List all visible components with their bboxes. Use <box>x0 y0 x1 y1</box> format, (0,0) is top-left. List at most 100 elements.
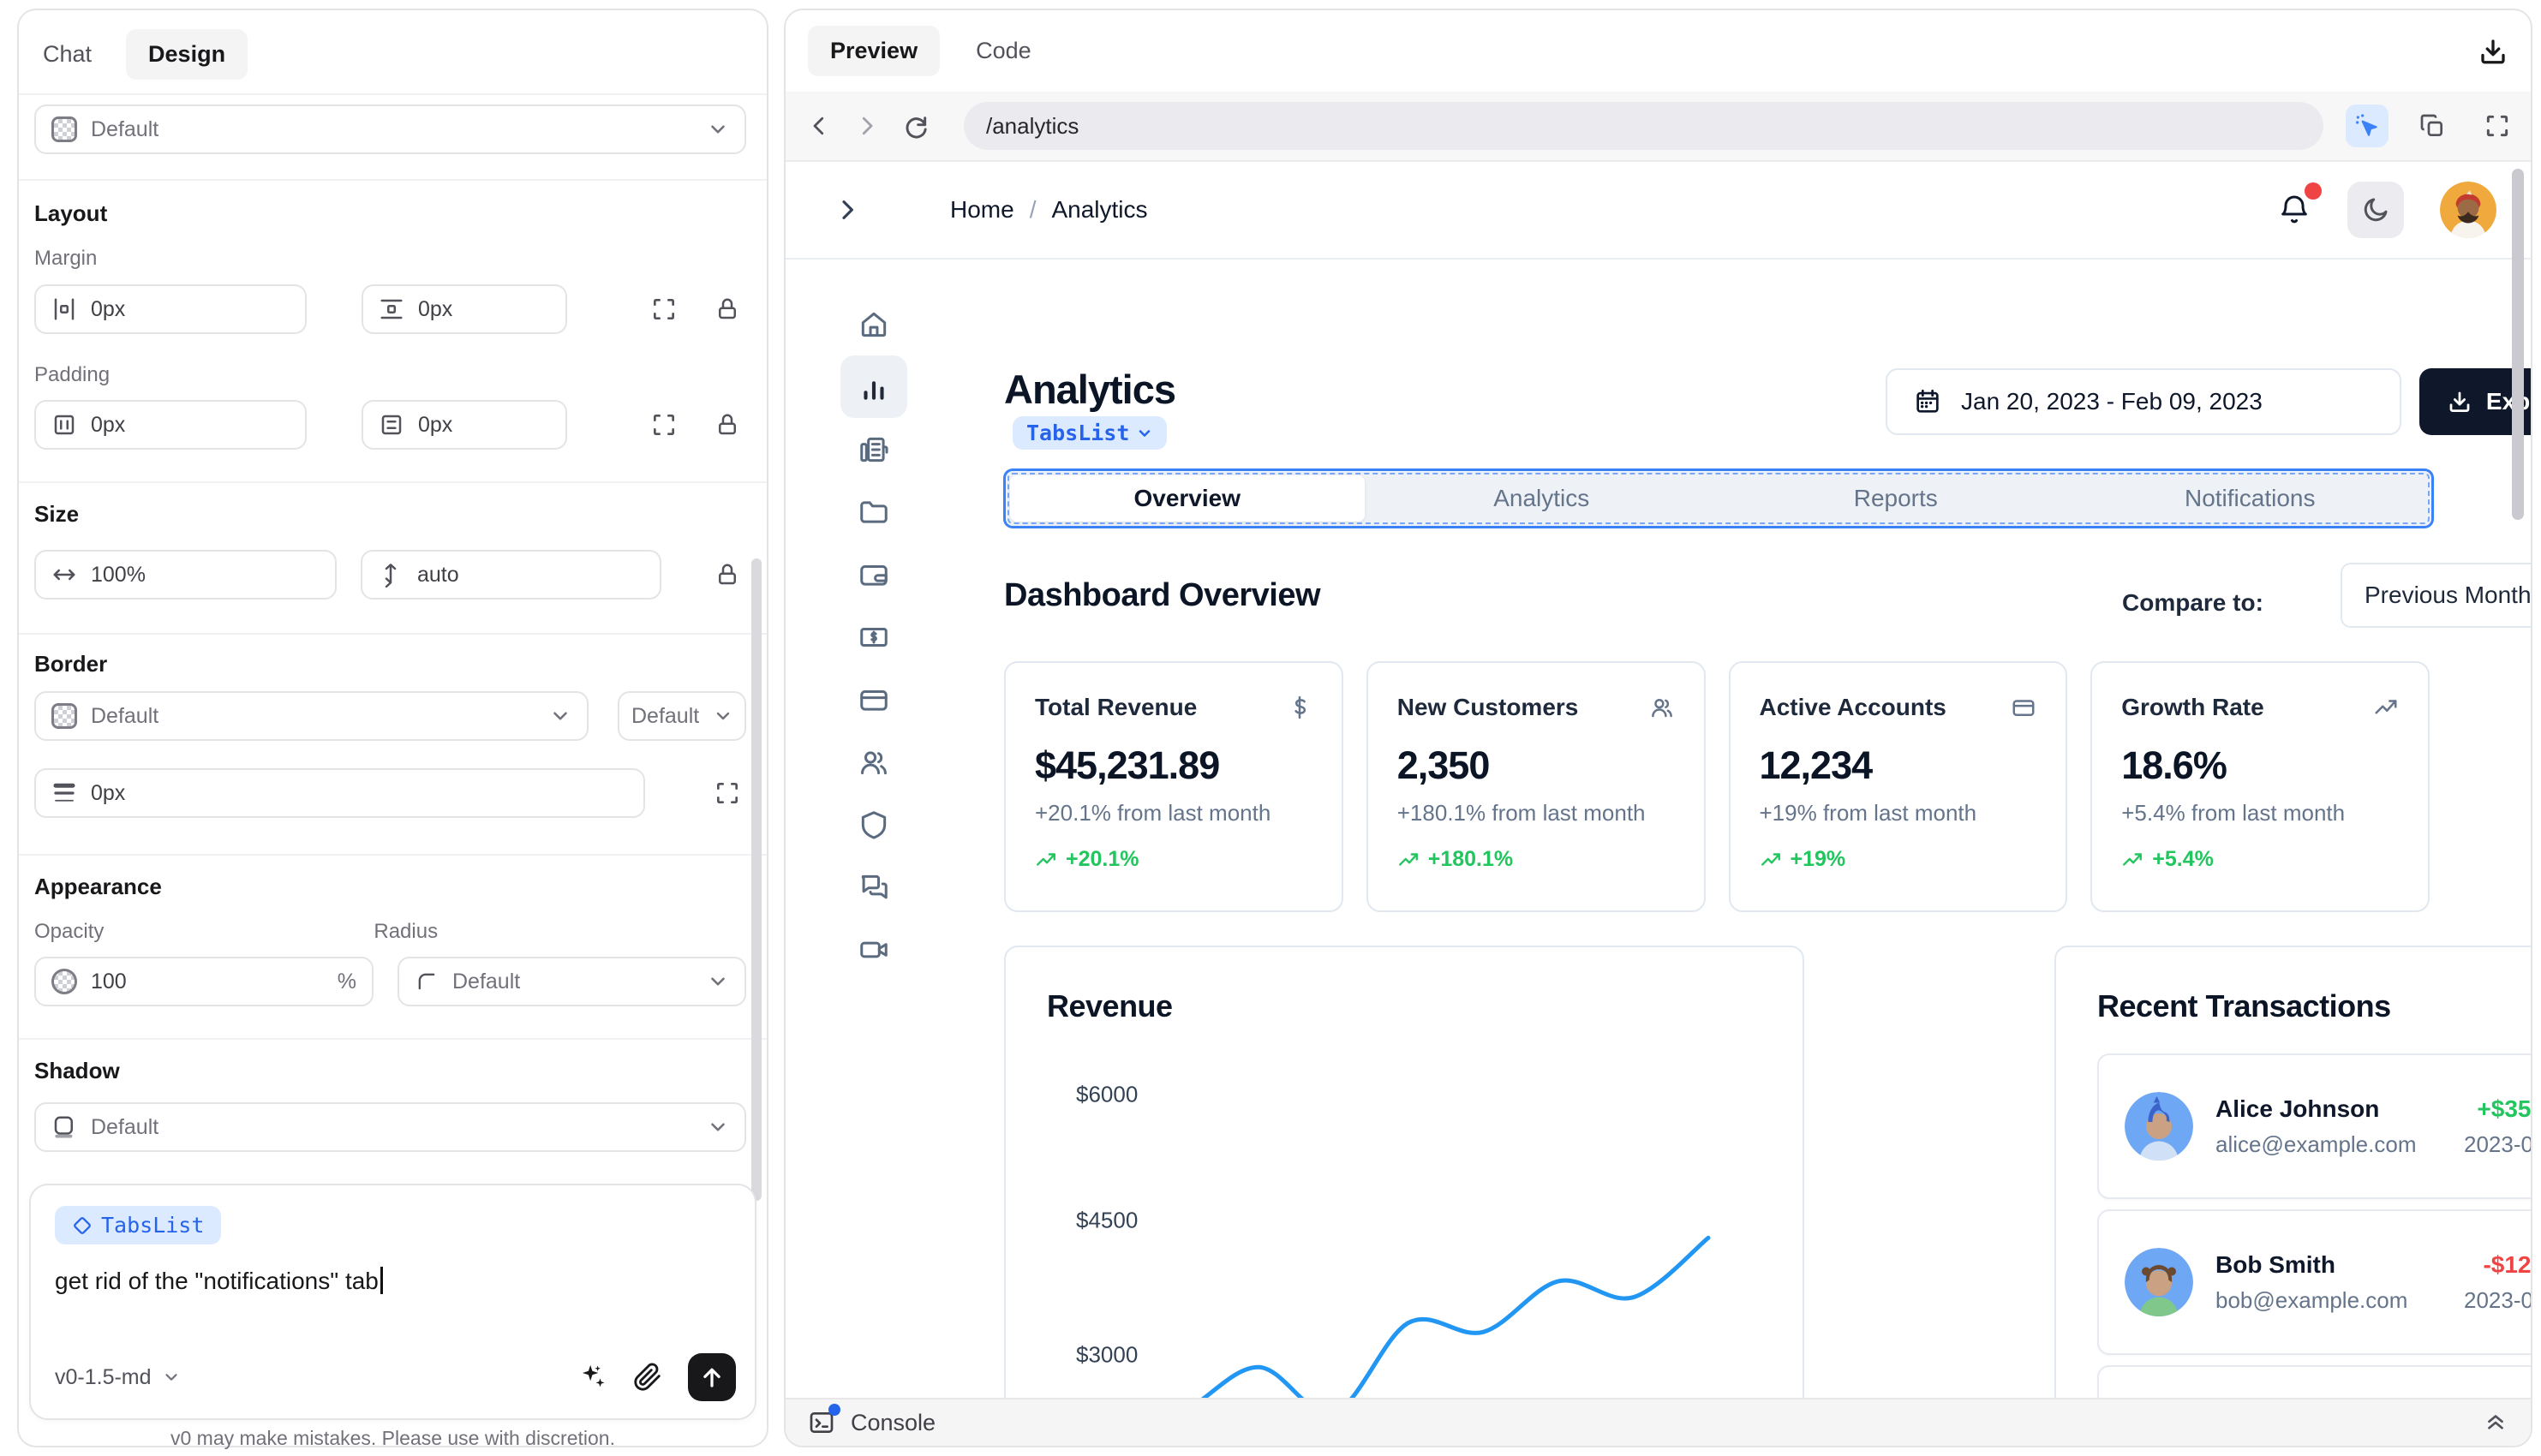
arrow-up-icon <box>703 1368 720 1387</box>
margin-horizontal-input[interactable]: 0px <box>34 284 307 334</box>
sidebar-item-reports[interactable] <box>840 418 907 480</box>
tab-overview[interactable]: Overview <box>1010 475 1365 522</box>
style-source-select[interactable]: Default <box>34 104 746 154</box>
padding-lock-button[interactable] <box>708 406 746 444</box>
preview-scrollbar[interactable] <box>2512 169 2524 520</box>
console-expand-button[interactable] <box>2483 1410 2508 1435</box>
stat-value: 18.6% <box>2121 743 2227 787</box>
opacity-input[interactable]: 100 % <box>34 957 374 1006</box>
section-title: Dashboard Overview <box>1004 577 1321 613</box>
transaction-date: 2023-07-19 <box>2464 1286 2532 1313</box>
padding-vertical-input[interactable]: 0px <box>362 400 567 450</box>
transaction-date: 2023-07-20 <box>2464 1131 2532 1157</box>
chevron-down-icon <box>707 970 729 993</box>
notifications-button[interactable] <box>2277 182 2322 227</box>
shadow-select[interactable]: Default <box>34 1102 746 1152</box>
sidebar-item-analytics[interactable] <box>840 355 907 418</box>
transaction-row[interactable]: Bob Smith bob@example.com -$120.50 2023-… <box>2097 1209 2532 1355</box>
sidebar-toggle-button[interactable] <box>834 196 861 224</box>
credit-card-icon <box>860 689 888 711</box>
border-style-select[interactable]: Default <box>618 691 746 741</box>
design-mode-button[interactable] <box>2346 104 2389 147</box>
url-input[interactable]: /analytics <box>964 102 2323 150</box>
folder-icon <box>860 500 888 523</box>
chat-composer[interactable]: TabsList get rid of the "notifications" … <box>29 1184 756 1420</box>
fullscreen-button[interactable] <box>2476 104 2519 147</box>
margin-expand-button[interactable] <box>645 290 683 328</box>
disclaimer-text: v0 may make mistakes. Please use with di… <box>170 1427 615 1449</box>
border-color-select[interactable]: Default <box>34 691 589 741</box>
video-camera-icon <box>860 941 888 958</box>
user-avatar[interactable] <box>2440 182 2496 238</box>
sidebar-item-billing[interactable] <box>840 606 907 668</box>
transparent-swatch-icon <box>51 703 77 729</box>
opacity-value: 100 <box>91 969 127 994</box>
nav-forward-button[interactable] <box>854 113 880 139</box>
stat-card-active-accounts: Active Accounts 12,234 +19% from last mo… <box>1728 661 2068 912</box>
sparkles-icon[interactable] <box>578 1363 607 1392</box>
size-lock-button[interactable] <box>708 556 746 594</box>
paperclip-icon[interactable] <box>633 1363 662 1392</box>
padding-expand-button[interactable] <box>645 406 683 444</box>
width-input[interactable]: 100% <box>34 550 337 600</box>
padding-horizontal-input[interactable]: 0px <box>34 400 307 450</box>
sidebar-item-wallet[interactable] <box>840 543 907 606</box>
sidebar-item-messages[interactable] <box>840 856 907 918</box>
selected-element-chip[interactable]: TabsList <box>55 1206 222 1244</box>
height-input[interactable]: auto <box>361 550 661 600</box>
sidebar-item-files[interactable] <box>840 480 907 543</box>
breadcrumb-separator: / <box>1029 196 1037 223</box>
margin-lock-button[interactable] <box>708 290 746 328</box>
panel-scrollbar[interactable] <box>751 558 762 1201</box>
transaction-row[interactable]: Alice Johnson alice@example.com +$350.00… <box>2097 1053 2532 1199</box>
nav-back-button[interactable] <box>806 113 832 139</box>
border-width-input[interactable]: 0px <box>34 768 645 818</box>
tabs-list-selected-element[interactable]: Overview Analytics Reports Notifications <box>1006 471 2431 526</box>
refresh-icon <box>906 116 927 139</box>
moon-icon <box>2364 198 2388 222</box>
chevron-right-icon <box>842 200 853 219</box>
tab-notifications[interactable]: Notifications <box>2184 485 2316 511</box>
download-button[interactable] <box>2478 36 2508 67</box>
tab-preview[interactable]: Preview <box>808 26 941 76</box>
chevron-down-icon <box>1139 429 1151 437</box>
user-avatar-image <box>2440 182 2496 238</box>
composer-input[interactable]: get rid of the "notifications" tab <box>55 1267 731 1295</box>
compare-to-select[interactable]: Previous Month <box>2341 563 2531 628</box>
tab-analytics[interactable]: Analytics <box>1493 485 1590 511</box>
transaction-name: Bob Smith <box>2215 1250 2335 1278</box>
send-button[interactable] <box>688 1353 736 1401</box>
credit-card-icon <box>2012 700 2035 716</box>
stat-subtext: +5.4% from last month <box>2121 800 2346 826</box>
stat-card-new-customers: New Customers 2,350 +180.1% from last mo… <box>1366 661 1706 912</box>
sidebar-item-video[interactable] <box>840 918 907 981</box>
console-bar[interactable]: Console <box>786 1398 2531 1446</box>
tab-design[interactable]: Design <box>126 28 248 80</box>
copy-button[interactable] <box>2411 104 2454 147</box>
sidebar-item-cards[interactable] <box>840 668 907 731</box>
refresh-button[interactable] <box>902 112 930 140</box>
tab-chat[interactable]: Chat <box>43 40 93 67</box>
tab-reports[interactable]: Reports <box>1853 485 1938 511</box>
margin-vertical-input[interactable]: 0px <box>362 284 567 334</box>
margin-label: Margin <box>34 247 98 270</box>
fullscreen-icon <box>2486 115 2508 137</box>
border-expand-button[interactable] <box>708 774 746 812</box>
sidebar-item-security[interactable] <box>840 793 907 856</box>
style-source-value: Default <box>91 116 159 141</box>
expand-corners-icon <box>654 299 674 319</box>
sidebar-item-customers[interactable] <box>840 731 907 793</box>
trending-up-icon <box>1037 852 1055 866</box>
model-select[interactable]: v0-1.5-md <box>55 1365 181 1390</box>
radius-select[interactable]: Default <box>398 957 746 1006</box>
selected-element-badge[interactable]: TabsList <box>1013 416 1168 450</box>
date-range-button[interactable]: Jan 20, 2023 - Feb 09, 2023 <box>1886 368 2401 435</box>
breadcrumb-home[interactable]: Home <box>950 196 1014 223</box>
theme-toggle-button[interactable] <box>2347 182 2404 238</box>
chevron-down-icon <box>713 706 733 726</box>
tab-code[interactable]: Code <box>976 38 1031 63</box>
sidebar-item-home[interactable] <box>840 293 907 355</box>
terminal-icon <box>810 1412 834 1433</box>
compare-to-label: Compare to: <box>2122 589 2263 616</box>
padding-horizontal-value: 0px <box>91 412 126 437</box>
